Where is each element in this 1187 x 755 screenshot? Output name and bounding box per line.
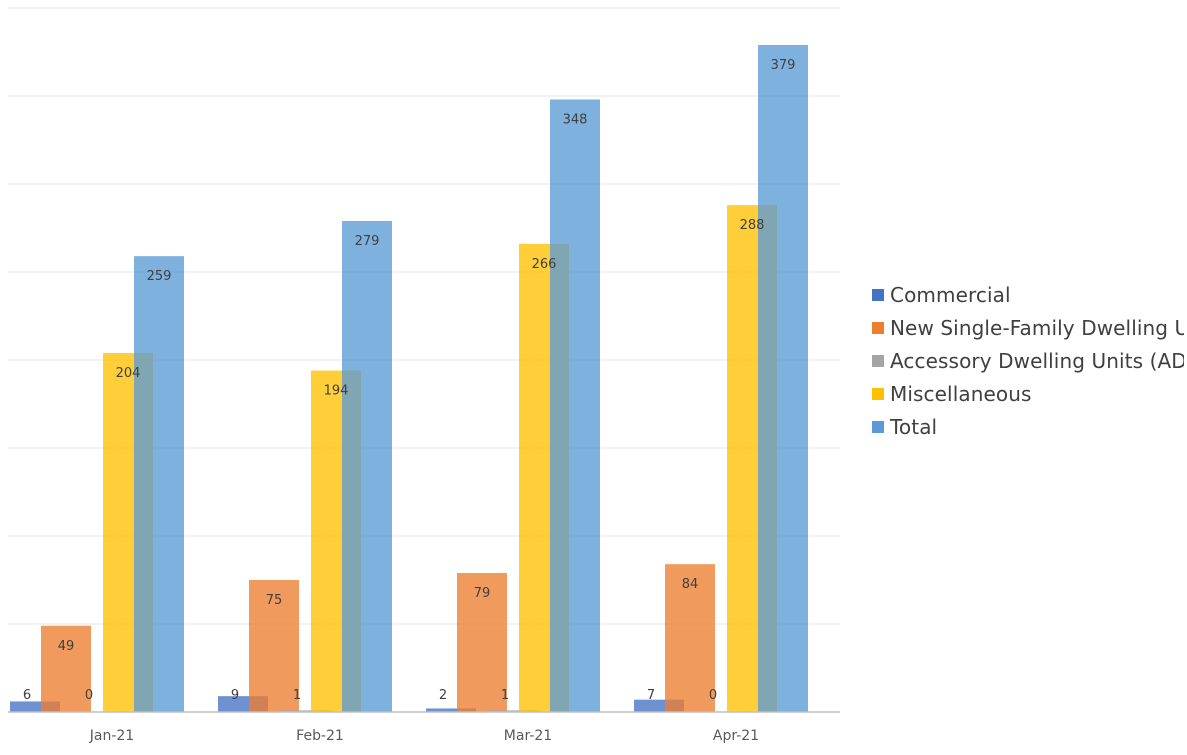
legend-swatch-commercial <box>872 289 884 301</box>
data-label-miscellaneous-apr-21: 288 <box>740 218 765 233</box>
data-label-new-single-family-dwelling-u-apr-21: 84 <box>682 577 699 592</box>
data-label-accessory-dwelling-units-ad-apr-21: 0 <box>709 688 717 703</box>
legend-label-accessory-dwelling: Accessory Dwelling Units (AD <box>890 349 1184 373</box>
legend-item-miscellaneous: Miscellaneous <box>872 377 1184 410</box>
data-label-commercial-apr-21: 7 <box>647 688 655 703</box>
data-label-total-apr-21: 379 <box>771 58 796 73</box>
data-label-miscellaneous-mar-21: 266 <box>532 257 557 272</box>
data-label-new-single-family-dwelling-u-jan-21: 49 <box>58 639 75 654</box>
data-label-total-feb-21: 279 <box>355 234 380 249</box>
data-label-commercial-jan-21: 6 <box>23 688 31 703</box>
bar-total-mar-21 <box>550 100 600 712</box>
bar-total-apr-21 <box>758 45 808 712</box>
x-tick-label-feb-21: Feb-21 <box>296 728 344 744</box>
data-label-new-single-family-dwelling-u-mar-21: 79 <box>474 586 491 601</box>
legend-label-new-single-family: New Single-Family Dwelling U <box>890 316 1184 340</box>
legend-label-total: Total <box>890 415 937 439</box>
data-label-miscellaneous-feb-21: 194 <box>324 384 349 399</box>
legend-item-commercial: Commercial <box>872 278 1184 311</box>
legend: Commercial New Single-Family Dwelling U … <box>872 278 1184 443</box>
legend-item-accessory-dwelling: Accessory Dwelling Units (AD <box>872 344 1184 377</box>
x-tick-label-apr-21: Apr-21 <box>713 728 759 744</box>
legend-label-miscellaneous: Miscellaneous <box>890 382 1032 406</box>
legend-swatch-total <box>872 421 884 433</box>
data-label-total-mar-21: 348 <box>563 113 588 128</box>
x-tick-label-jan-21: Jan-21 <box>89 728 134 744</box>
data-label-commercial-feb-21: 9 <box>231 688 239 703</box>
legend-swatch-miscellaneous <box>872 388 884 400</box>
legend-item-total: Total <box>872 410 1184 443</box>
data-label-miscellaneous-jan-21: 204 <box>116 366 141 381</box>
bar-chart: 6490204259975119427927912663487840288379… <box>0 0 850 755</box>
x-tick-labels: Jan-21 Feb-21 Mar-21 Apr-21 <box>89 728 759 744</box>
bar-total-feb-21 <box>342 221 392 712</box>
data-label-commercial-mar-21: 2 <box>439 688 447 703</box>
data-label-new-single-family-dwelling-u-feb-21: 75 <box>266 593 283 608</box>
legend-swatch-accessory-dwelling <box>872 355 884 367</box>
data-label-accessory-dwelling-units-ad-mar-21: 1 <box>501 688 509 703</box>
bar-total-jan-21 <box>134 256 184 712</box>
x-tick-label-mar-21: Mar-21 <box>504 728 552 744</box>
data-label-total-jan-21: 259 <box>147 269 172 284</box>
legend-label-commercial: Commercial <box>890 283 1011 307</box>
legend-swatch-new-single-family <box>872 322 884 334</box>
data-label-accessory-dwelling-units-ad-feb-21: 1 <box>293 688 301 703</box>
legend-item-new-single-family: New Single-Family Dwelling U <box>872 311 1184 344</box>
data-label-accessory-dwelling-units-ad-jan-21: 0 <box>85 688 93 703</box>
